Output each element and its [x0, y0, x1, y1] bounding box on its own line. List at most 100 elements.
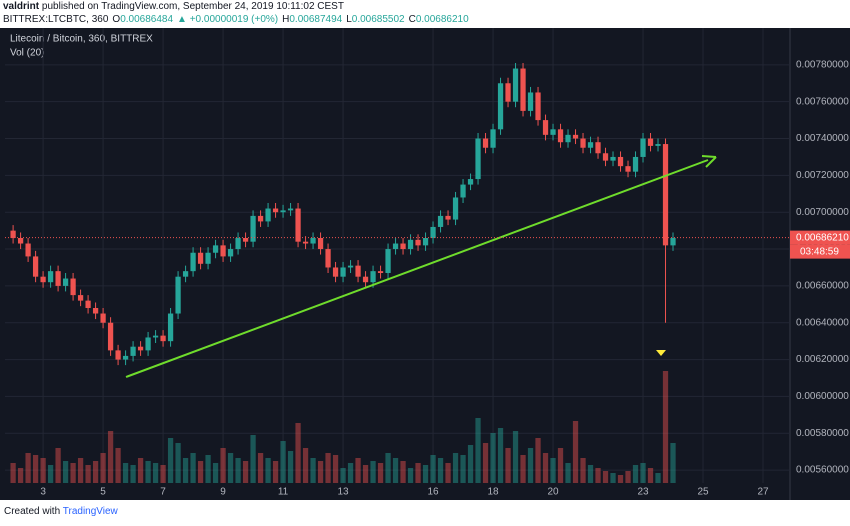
volume-bar	[302, 448, 309, 483]
volume-bar	[400, 461, 406, 483]
volume-bar	[535, 438, 541, 483]
volume-bar	[257, 453, 264, 483]
x-tick-label: 27	[757, 487, 769, 498]
candle-body	[295, 208, 301, 242]
volume-bar	[235, 458, 241, 483]
volume-bar	[10, 463, 16, 483]
volume-label: Vol (20)	[10, 48, 44, 59]
candle-body	[212, 245, 219, 253]
ohlc-label: H	[282, 14, 290, 25]
candle-body	[595, 142, 601, 154]
volume-bar	[422, 465, 429, 483]
candle-body	[122, 355, 129, 360]
brand[interactable]: TradingView	[62, 506, 118, 517]
candle-body	[370, 271, 376, 283]
x-tick-label: 3	[40, 487, 46, 498]
countdown-box	[790, 244, 850, 259]
candle-body	[602, 153, 609, 161]
candle-body	[527, 92, 534, 111]
candle-body	[317, 238, 324, 250]
candle-body	[32, 256, 39, 277]
candle-body	[107, 322, 114, 351]
volume-bar	[430, 455, 436, 483]
volume-bar	[175, 443, 181, 483]
volume-bar	[70, 463, 76, 483]
candle-body	[535, 92, 541, 121]
candle-body	[392, 243, 399, 250]
volume-bar	[662, 371, 669, 483]
candle-body	[460, 184, 466, 198]
volume-bar	[655, 473, 661, 483]
ohlc-label: C	[408, 14, 416, 25]
volume-bar	[220, 448, 226, 483]
volume-bar	[40, 458, 46, 483]
trend-line	[125, 159, 709, 378]
candle-body	[100, 313, 106, 323]
volume-bar	[272, 461, 279, 483]
volume-bar	[512, 431, 519, 483]
volume-bar	[602, 471, 609, 483]
candle-body	[85, 300, 91, 308]
candle-body	[625, 166, 631, 172]
volume-bar	[490, 433, 496, 483]
volume-bar	[542, 453, 549, 483]
candle-body	[280, 210, 286, 213]
volume-bar	[92, 461, 99, 483]
candle-body	[302, 241, 309, 244]
volume-bar	[407, 468, 414, 483]
volume-bar	[137, 458, 144, 483]
candle-body	[640, 138, 646, 157]
volume-bar	[160, 465, 166, 483]
ohlc-label: L	[346, 14, 352, 25]
volume-bar	[370, 461, 376, 483]
candle-body	[655, 144, 661, 146]
candle-body	[145, 337, 151, 351]
candle-body	[385, 249, 391, 273]
candle-body	[250, 215, 256, 242]
ohlc-label: O	[112, 14, 121, 25]
candle-body	[662, 144, 669, 246]
candle-body	[550, 129, 556, 135]
volume-bar	[497, 428, 504, 483]
volume-bar	[317, 461, 324, 483]
candle-body	[610, 156, 616, 161]
candle-body	[452, 197, 459, 220]
volume-bar	[295, 423, 301, 483]
background	[0, 28, 850, 500]
candle-body	[445, 215, 451, 220]
volume-bar	[482, 443, 489, 483]
volume-bar	[242, 461, 249, 483]
y-tick-label: 0.00640000	[796, 317, 849, 328]
plot	[5, 28, 790, 483]
candle-body	[332, 267, 339, 277]
candle-body	[265, 208, 271, 222]
candle-body	[475, 138, 481, 180]
volume-bar	[280, 441, 286, 483]
volume-bar	[152, 463, 159, 483]
volume-bar	[325, 453, 331, 483]
x-tick-label: 20	[547, 487, 559, 498]
candle-body	[17, 238, 24, 244]
volume-bar	[460, 455, 466, 483]
created: Created with	[4, 506, 61, 517]
candle-body	[40, 276, 46, 283]
volume-bar	[227, 453, 234, 483]
last-price-label: 0.00686210	[796, 232, 849, 243]
candle-body	[490, 129, 496, 148]
candle-body	[415, 239, 421, 246]
candle-body	[257, 215, 264, 222]
candle-body	[580, 138, 586, 148]
volume-bar	[557, 448, 564, 483]
volume-bar	[47, 465, 54, 483]
volume-bar	[467, 445, 474, 483]
candle-body	[340, 267, 346, 277]
candle-body	[55, 271, 61, 286]
candle-body	[130, 346, 136, 356]
volume-bar	[212, 463, 219, 483]
event-marker	[656, 350, 666, 356]
volume-bar	[355, 458, 361, 483]
candle-body	[557, 129, 564, 143]
candle-body	[205, 252, 211, 264]
candle-body	[400, 243, 406, 250]
candle-body	[572, 134, 579, 139]
